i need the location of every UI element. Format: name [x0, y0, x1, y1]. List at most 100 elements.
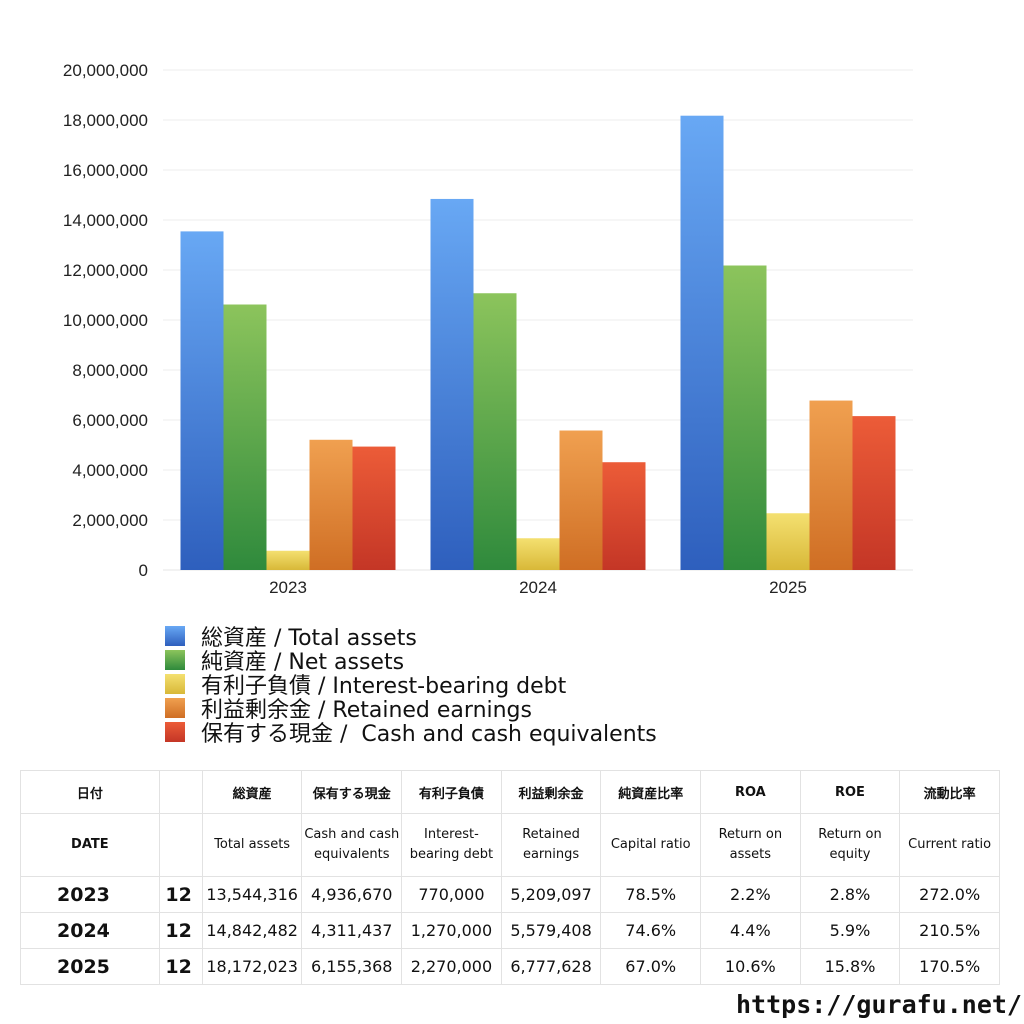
header-debt-jp: 有利子負債 [401, 770, 502, 814]
cell-debt: 770,000 [401, 876, 502, 913]
bar-series-4-2023 [352, 446, 396, 570]
header-retained-en: Retained earnings [500, 813, 602, 877]
cell-capital-ratio: 74.6% [600, 912, 702, 949]
header-current-ratio-jp: 流動比率 [899, 770, 1000, 814]
grid-lines [163, 69, 913, 571]
legend-swatch [165, 674, 185, 694]
bar-series-4-2024 [602, 462, 646, 570]
bar-chart: 0 2,000,000 4,000,000 6,000,000 8,000,000 10,… [63, 61, 913, 597]
legend-label: 利益剰余金 / Retained earnings [201, 698, 532, 723]
cell-capital-ratio: 78.5% [600, 876, 702, 913]
cell-roa: 2.2% [700, 876, 801, 913]
y-tick-label: 12,000,000 [63, 261, 148, 280]
bar-series-0-2023 [180, 231, 224, 571]
row-month: 12 [158, 912, 203, 949]
bar-series-0-2024 [430, 198, 474, 571]
header-current-ratio-en: Current ratio [899, 813, 1000, 877]
x-tick-label: 2025 [769, 578, 807, 597]
x-axis-tick-labels: 2023 2024 2025 [269, 578, 807, 597]
cell-capital-ratio: 67.0% [600, 948, 702, 985]
bars [180, 115, 896, 571]
cell-debt: 2,270,000 [401, 948, 502, 985]
financial-metrics-table: 日付 総資産 保有する現金 有利子負債 利益剰余金 純資産比率 ROA ROE … [20, 770, 1000, 985]
row-month: 12 [158, 948, 203, 985]
legend-label: 有利子負債 / Interest-bearing debt [201, 674, 567, 699]
cell-current-ratio: 210.5% [899, 912, 1000, 949]
bar-series-1-2024 [473, 293, 517, 570]
cell-roe: 5.9% [799, 912, 901, 949]
y-tick-label: 0 [139, 561, 148, 580]
legend-item: 保有する現金 / Cash and cash equivalents [165, 720, 657, 747]
cell-total-assets: 18,172,023 [201, 948, 303, 985]
legend-item: 利益剰余金 / Retained earnings [165, 696, 657, 723]
row-year: 2024 [20, 912, 160, 949]
cell-total-assets: 13,544,316 [201, 876, 303, 913]
bar-series-3-2025 [809, 400, 853, 570]
header-capital-ratio-en: Capital ratio [600, 813, 702, 877]
bar-series-2-2023 [266, 550, 310, 570]
header-date-en: DATE [20, 813, 160, 877]
y-tick-label: 18,000,000 [63, 111, 148, 130]
legend-item: 有利子負債 / Interest-bearing debt [165, 672, 657, 699]
cell-retained: 5,579,408 [500, 912, 602, 949]
cell-cash: 6,155,368 [301, 948, 403, 985]
table-header-row-en: DATE Total assets Cash and cash equivale… [20, 813, 1000, 877]
row-year: 2023 [20, 876, 160, 913]
table-row: 2025 12 18,172,023 6,155,368 2,270,000 6… [20, 948, 1000, 985]
bar-series-3-2024 [559, 430, 603, 570]
bar-series-4-2025 [852, 416, 896, 570]
header-total-assets-jp: 総資産 [201, 770, 303, 814]
header-retained-jp: 利益剰余金 [500, 770, 602, 814]
legend-swatch [165, 722, 185, 742]
y-tick-label: 10,000,000 [63, 311, 148, 330]
header-debt-en: Interest-bearing debt [401, 813, 502, 877]
table-row: 2024 12 14,842,482 4,311,437 1,270,000 5… [20, 912, 1000, 949]
bar-series-1-2025 [723, 265, 767, 570]
y-axis-tick-labels: 0 2,000,000 4,000,000 6,000,000 8,000,000 10,… [63, 61, 148, 580]
legend-item: 純資産 / Net assets [165, 648, 657, 675]
header-capital-ratio-jp: 純資産比率 [600, 770, 702, 814]
y-tick-label: 8,000,000 [72, 361, 148, 380]
source-url[interactable]: https://gurafu.net/ [736, 990, 1022, 1019]
header-roe-en: Return on equity [799, 813, 901, 877]
y-tick-label: 20,000,000 [63, 61, 148, 80]
x-tick-label: 2023 [269, 578, 307, 597]
legend-swatch [165, 626, 185, 646]
legend-label: 純資産 / Net assets [201, 650, 405, 675]
header-roe-jp: ROE [799, 770, 901, 814]
y-tick-label: 6,000,000 [72, 411, 148, 430]
cell-total-assets: 14,842,482 [201, 912, 303, 949]
header-cash-en: Cash and cash equivalents [301, 813, 403, 877]
y-tick-label: 2,000,000 [72, 511, 148, 530]
header-roa-jp: ROA [700, 770, 801, 814]
cell-current-ratio: 272.0% [899, 876, 1000, 913]
y-tick-label: 4,000,000 [72, 461, 148, 480]
legend-label: 保有する現金 / Cash and cash equivalents [201, 722, 657, 747]
header-month-en [158, 813, 203, 877]
y-tick-label: 16,000,000 [63, 161, 148, 180]
legend-swatch [165, 698, 185, 718]
bar-series-2-2024 [516, 538, 560, 570]
row-year: 2025 [20, 948, 160, 985]
chart-legend: 総資産 / Total assets 純資産 / Net assets 有利子負債 … [165, 624, 657, 747]
header-total-assets-en: Total assets [201, 813, 303, 877]
table-header-row-jp: 日付 総資産 保有する現金 有利子負債 利益剰余金 純資産比率 ROA ROE … [20, 770, 1000, 814]
cell-roe: 2.8% [799, 876, 901, 913]
bar-series-0-2025 [680, 115, 724, 570]
header-month-jp [158, 770, 203, 814]
cell-roa: 4.4% [700, 912, 801, 949]
cell-roe: 15.8% [799, 948, 901, 985]
header-date-jp: 日付 [20, 770, 160, 814]
bar-series-1-2023 [223, 304, 267, 570]
cell-debt: 1,270,000 [401, 912, 502, 949]
y-tick-label: 14,000,000 [63, 211, 148, 230]
bar-series-2-2025 [766, 513, 810, 570]
row-month: 12 [158, 876, 203, 913]
x-tick-label: 2024 [519, 578, 557, 597]
header-cash-jp: 保有する現金 [301, 770, 403, 814]
bar-series-3-2023 [309, 439, 353, 570]
header-roa-en: Return on assets [700, 813, 801, 877]
cell-cash: 4,936,670 [301, 876, 403, 913]
table-row: 2023 12 13,544,316 4,936,670 770,000 5,2… [20, 876, 1000, 913]
legend-item: 総資産 / Total assets [165, 624, 657, 651]
